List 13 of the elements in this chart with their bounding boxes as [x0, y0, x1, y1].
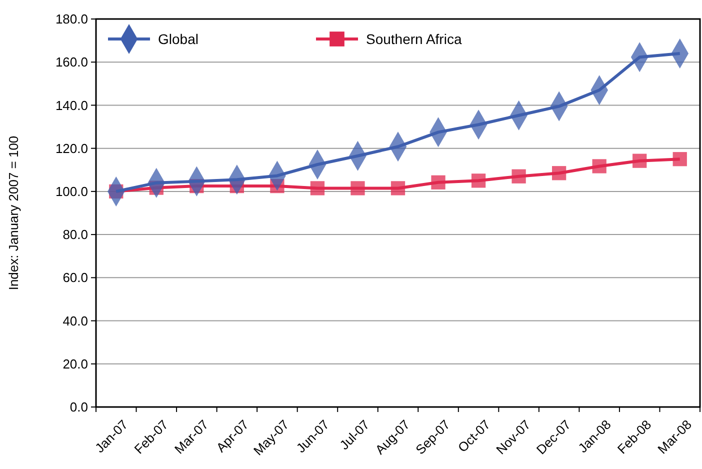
y-tick-label: 40.0 — [62, 313, 88, 328]
y-tick-label: 80.0 — [62, 227, 88, 242]
y-tick-label: 20.0 — [62, 356, 88, 372]
legend-label: Global — [158, 30, 198, 47]
y-axis-title: Index: January 2007 = 100 — [6, 136, 21, 290]
y-tick-label: 160.0 — [55, 54, 88, 70]
y-tick-label: 140.0 — [55, 98, 88, 113]
y-tick-label: 100.0 — [55, 184, 88, 199]
y-tick-label: 180.0 — [55, 12, 88, 27]
y-tick-label: 0.0 — [70, 400, 88, 415]
y-tick-label: 60.0 — [62, 270, 88, 286]
y-tick-label: 120.0 — [55, 140, 88, 156]
legend-label: Southern Africa — [366, 30, 462, 47]
